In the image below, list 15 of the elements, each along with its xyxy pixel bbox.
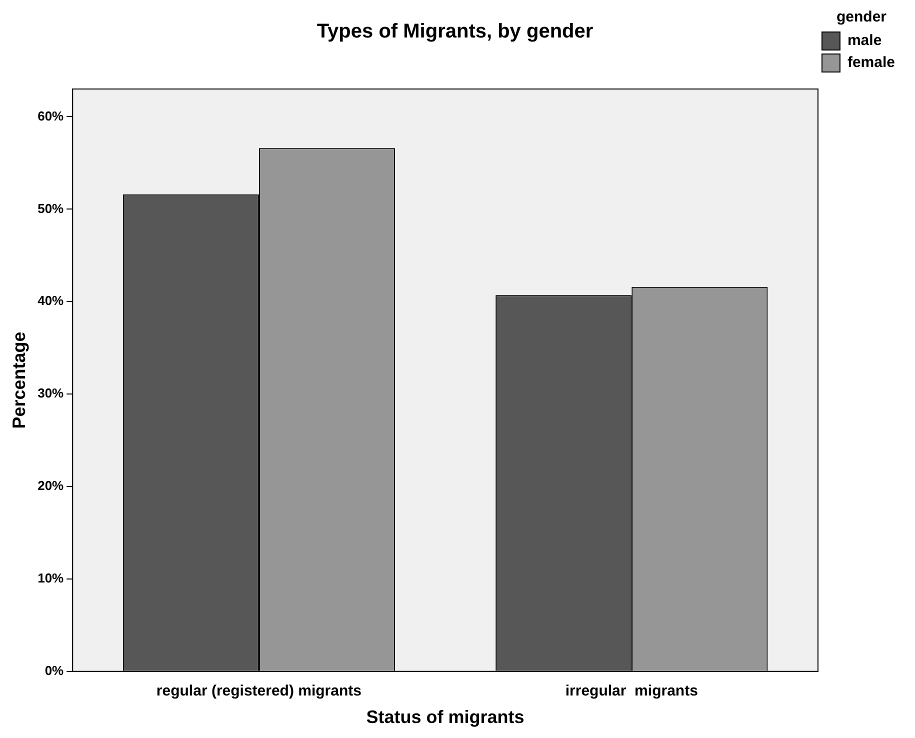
y-tick-label: 30%: [38, 386, 64, 401]
y-tick-label: 50%: [38, 200, 64, 216]
y-tick-label: 60%: [38, 108, 64, 124]
y-tick-label: 40%: [38, 293, 64, 308]
legend-label: female: [847, 54, 896, 72]
legend-label: male: [847, 32, 882, 50]
x-tick-label: irregular migrants: [565, 682, 698, 700]
y-tick-label: 0%: [44, 662, 64, 678]
chart-title: Types of Migrants, by gender: [316, 20, 594, 43]
x-axis-title: Status of migrants: [366, 707, 524, 728]
legend-title: gender: [836, 8, 887, 26]
y-tick-label: 10%: [38, 570, 64, 586]
y-axis-title: Percentage: [8, 332, 29, 429]
y-tick-label: 20%: [38, 478, 64, 494]
x-tick-label: regular (registered) migrants: [156, 682, 362, 700]
